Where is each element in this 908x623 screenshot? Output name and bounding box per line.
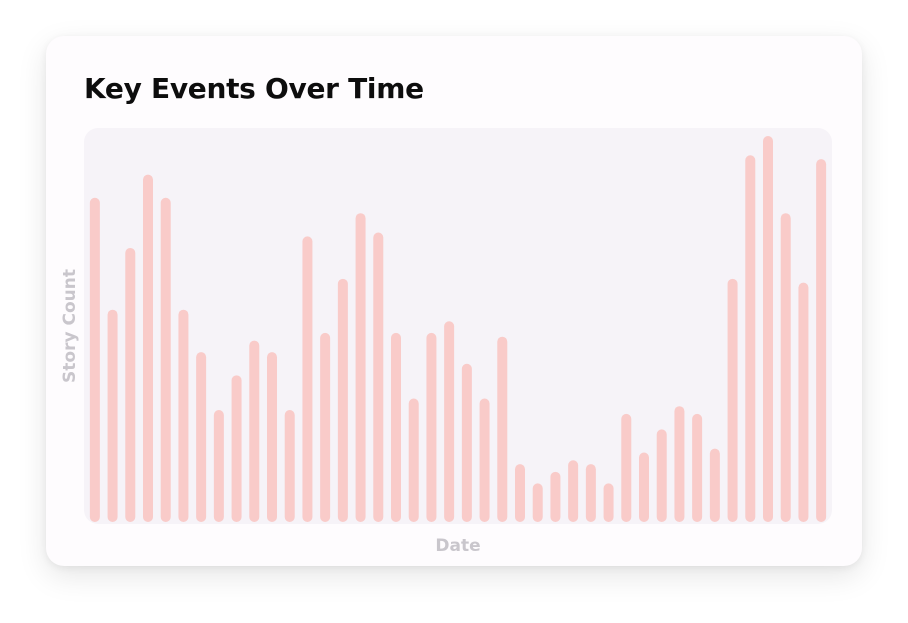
bar-17: [373, 232, 384, 522]
bar-26: [532, 483, 543, 522]
bar-16: [355, 213, 366, 522]
bar-34: [674, 406, 685, 522]
bar-8: [213, 410, 224, 522]
bar-18: [391, 332, 401, 522]
bar-22: [461, 363, 472, 522]
bar-3: [125, 247, 136, 522]
bar-29: [585, 464, 596, 522]
chart-title: Key Events Over Time: [84, 72, 424, 105]
bar-39: [763, 136, 773, 522]
bar-5: [160, 197, 171, 522]
bar-10: [249, 340, 260, 522]
bar-30: [603, 483, 614, 522]
bar-27: [550, 471, 561, 522]
bar-11: [267, 352, 277, 522]
bar-13: [302, 236, 313, 523]
bar-4: [143, 174, 153, 522]
bar-36: [709, 448, 720, 522]
chart-card: Key Events Over Time Story Count Date: [46, 36, 862, 566]
bar-24: [497, 336, 508, 522]
bar-41: [798, 282, 809, 522]
bar-1: [89, 197, 100, 522]
bar-14: [320, 332, 331, 522]
bar-6: [178, 309, 189, 522]
bar-32: [639, 452, 649, 522]
bar-33: [656, 429, 667, 522]
bar-9: [231, 375, 242, 522]
plot-area: [84, 128, 832, 524]
bar-21: [444, 321, 455, 522]
bar-chart: [89, 136, 827, 523]
bar-42: [816, 159, 827, 522]
bar-15: [337, 278, 348, 522]
bar-2: [107, 309, 118, 522]
y-axis-label: Story Count: [60, 269, 80, 383]
bar-31: [621, 413, 632, 522]
bar-28: [568, 460, 579, 522]
bar-38: [745, 155, 756, 523]
bar-23: [479, 398, 490, 522]
bar-40: [780, 213, 791, 522]
bar-20: [426, 332, 437, 522]
bar-35: [692, 413, 703, 522]
bar-19: [408, 398, 419, 522]
x-axis-label: Date: [435, 536, 481, 556]
bar-25: [515, 464, 525, 522]
bar-7: [196, 352, 207, 522]
bar-12: [284, 410, 295, 522]
bar-37: [727, 278, 738, 522]
